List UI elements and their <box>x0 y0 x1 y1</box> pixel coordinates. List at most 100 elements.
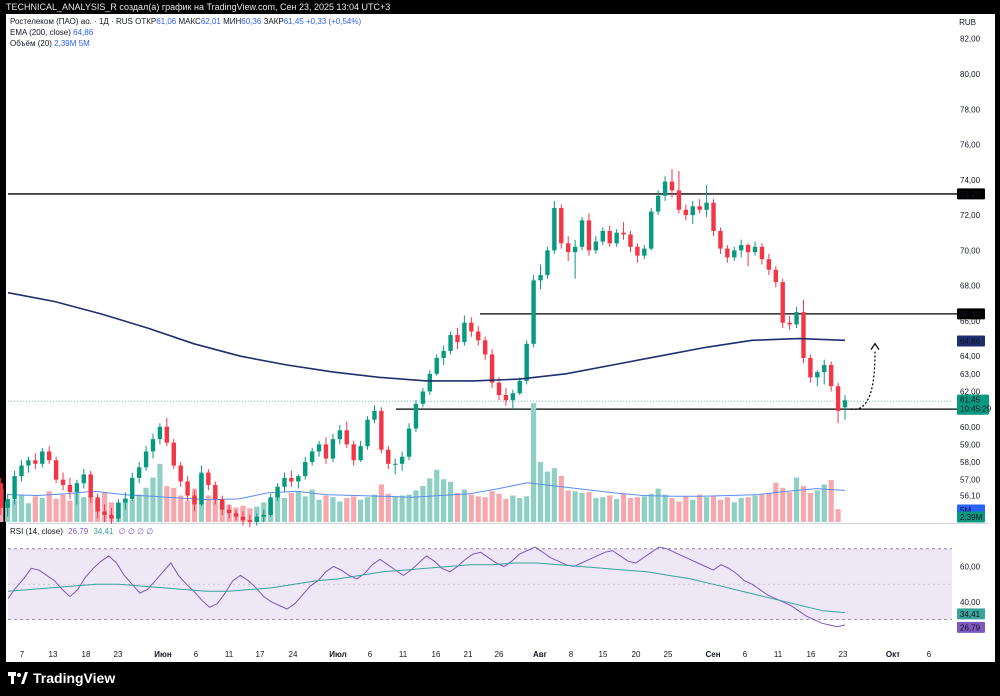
candle <box>136 462 142 484</box>
candle-body <box>704 202 709 210</box>
candle <box>399 451 405 471</box>
candle <box>517 377 522 395</box>
volume-bar <box>648 493 654 522</box>
time-tick-label: 24 <box>289 650 298 659</box>
candle <box>822 359 827 385</box>
candle-body <box>808 357 813 378</box>
volume-bar <box>517 498 523 522</box>
price-tick-label: 74,00 <box>960 176 981 185</box>
volume-bar <box>510 495 516 522</box>
candle-body <box>455 335 460 343</box>
volume-bar <box>413 490 419 522</box>
volume-bar <box>683 496 689 522</box>
candle <box>559 204 564 249</box>
rsi-pane-background <box>8 523 988 621</box>
candle <box>95 493 100 519</box>
time-tick-label: 6 <box>368 650 373 659</box>
volume-bar <box>67 500 73 522</box>
candles <box>0 169 848 528</box>
candle-body <box>822 365 827 373</box>
price-change: +0,33 (+0,54%) <box>306 17 362 26</box>
volume-legend-row[interactable]: Объём (20) 2,39M 5M <box>10 38 361 49</box>
candle <box>316 440 322 457</box>
candle <box>33 453 38 470</box>
candle <box>614 229 619 247</box>
candle-body <box>801 312 806 358</box>
volume-bar <box>39 498 45 522</box>
candle-body <box>718 230 723 249</box>
ema-line <box>7 291 846 382</box>
candle <box>835 382 841 424</box>
volume-bar <box>461 489 467 522</box>
candle <box>344 421 349 448</box>
candle <box>12 470 17 505</box>
volume-bar <box>780 487 786 522</box>
volume-bar <box>371 494 378 522</box>
candle-body <box>448 335 453 351</box>
candle <box>801 299 806 364</box>
time-tick-label: 23 <box>114 650 123 659</box>
candle-body <box>275 486 280 498</box>
candle-body <box>739 245 744 251</box>
candle <box>773 266 778 288</box>
volume-bar <box>351 496 357 522</box>
candle-body <box>815 372 820 378</box>
candle-body <box>476 331 481 341</box>
countdown-text: 10:45:29 <box>960 405 992 414</box>
candle-body <box>586 220 592 251</box>
candle <box>732 246 737 261</box>
price-tick-label: 62,00 <box>960 387 981 396</box>
candle-body <box>676 190 682 210</box>
volume-bar <box>441 479 447 522</box>
candle <box>538 264 543 290</box>
volume-bar <box>136 494 142 522</box>
candle-body <box>593 241 599 251</box>
candle-body <box>81 474 86 484</box>
volume-bar <box>620 493 627 522</box>
rsi-tick-label: 40,00 <box>960 598 981 607</box>
volume-bar <box>205 495 211 522</box>
volume-bar <box>773 482 779 522</box>
candle-body <box>261 514 266 517</box>
time-tick-label: Авг <box>533 650 548 659</box>
candle <box>116 499 121 522</box>
volume-bar <box>60 494 66 522</box>
volume-bar <box>793 477 800 522</box>
candle-body <box>282 477 287 487</box>
candle <box>74 479 80 505</box>
candle <box>711 199 716 237</box>
last-price-text: 61,45 <box>960 396 981 405</box>
rsi-ma-path <box>7 562 846 614</box>
candle-body <box>379 410 384 450</box>
level-badge-0-bg <box>957 188 985 200</box>
candle <box>240 511 246 526</box>
candle-body <box>296 476 301 482</box>
candle-body <box>0 483 3 508</box>
symbol-name[interactable]: Ростелеком (ПАО) ао. · 1Д · RUS <box>10 17 133 26</box>
candle-body <box>732 250 737 258</box>
volume-bar <box>558 475 564 522</box>
candle <box>469 317 474 337</box>
ema-legend-row[interactable]: EMA (200, close) 64,86 <box>10 27 361 38</box>
time-tick-label: 6 <box>927 650 932 659</box>
volume-bar <box>468 494 474 522</box>
candle <box>365 416 370 450</box>
candle <box>5 493 10 517</box>
ema-value: 64,86 <box>73 28 94 37</box>
price-tick-label: 59,00 <box>960 440 981 449</box>
tradingview-footer[interactable]: TradingView <box>8 670 115 686</box>
candle-body <box>697 206 702 210</box>
candle-body <box>116 502 121 519</box>
candle-body <box>600 230 605 242</box>
candle <box>199 465 204 507</box>
rsi-legend[interactable]: RSI (14, close) 26,79 34,41 ∅ ∅ ∅ ∅ <box>10 527 153 536</box>
candle-body <box>164 426 170 443</box>
time-tick-label: 23 <box>839 650 848 659</box>
support-resistance-levels <box>8 193 958 410</box>
rsi-ma-badge: 34,41 <box>957 608 985 620</box>
volume-bar <box>690 499 696 522</box>
rsi-lines <box>7 546 846 628</box>
tradingview-logo-icon <box>8 672 28 684</box>
candle <box>289 470 294 487</box>
